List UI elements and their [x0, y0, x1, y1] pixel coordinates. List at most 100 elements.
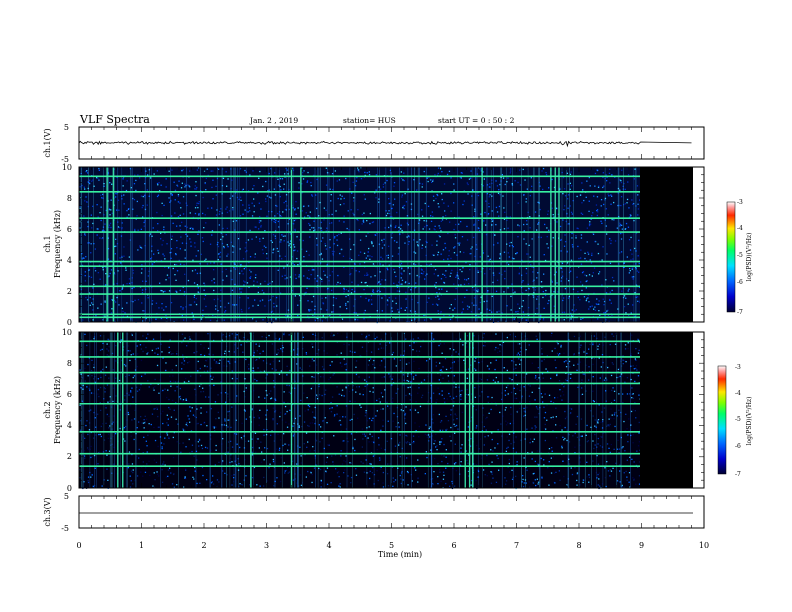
spectrum-speckle — [146, 451, 148, 453]
spectrum-speckle — [564, 288, 567, 290]
spectrum-speckle — [214, 430, 216, 432]
spectrum-speckle — [372, 455, 375, 457]
spectrum-speckle — [174, 199, 176, 201]
spectrum-speckle — [453, 189, 455, 191]
spectrum-speckle — [137, 249, 139, 251]
spectrum-speckle — [505, 320, 507, 323]
spectrum-speckle — [598, 300, 600, 302]
spectrum-speckle — [111, 183, 113, 185]
spectrum-speckle — [605, 366, 608, 368]
spectrum-speckle — [521, 395, 523, 397]
spectrum-speckle — [480, 457, 483, 459]
spectrum-speckle — [540, 281, 543, 283]
spectrum-speckle — [447, 232, 449, 235]
spectrum-speckle — [537, 481, 540, 483]
spectrum-speckle — [364, 174, 366, 177]
spectrum-speckle — [387, 257, 389, 259]
spectrum-speckle — [289, 430, 291, 432]
spectrum-speckle — [519, 184, 522, 186]
spectrum-speckle — [151, 263, 154, 266]
spectrum-speckle — [400, 224, 402, 226]
spectrum-speckle — [165, 476, 167, 478]
spectrum-speckle — [546, 404, 548, 406]
spectrum-speckle — [445, 456, 447, 458]
spectrum-speckle — [256, 281, 258, 283]
spectrum-speckle — [274, 411, 276, 413]
spectrum-speckle — [312, 419, 314, 421]
spectrum-speckle — [628, 288, 630, 290]
spectrum-speckle — [326, 309, 328, 311]
spectrum-speckle — [198, 230, 200, 232]
spectrum-speckle — [499, 257, 501, 259]
spectrum-speckle — [531, 427, 533, 429]
spectrum-speckle — [593, 335, 595, 337]
spectrum-speckle — [560, 267, 562, 269]
spectrum-speckle — [385, 214, 388, 217]
spectrum-speckle — [97, 378, 99, 380]
spectrum-speckle — [415, 430, 417, 432]
spectrum-speckle — [134, 228, 136, 231]
spectrum-speckle — [316, 395, 318, 398]
spectrum-speckle — [101, 237, 103, 240]
spectrum-speckle — [277, 212, 279, 215]
spectrum-speckle — [215, 361, 218, 363]
spectrum-speckle — [620, 251, 623, 253]
spectrum-speckle — [480, 271, 482, 273]
spectrum-speckle — [507, 252, 509, 254]
spectrum-speckle — [157, 194, 160, 196]
spectrum-speckle — [325, 389, 327, 391]
spectrum-speckle — [202, 390, 205, 393]
spectrum-speckle — [185, 446, 187, 448]
spectrum-speckle — [586, 476, 588, 478]
spectrum-speckle — [175, 279, 177, 281]
spectrum-speckle — [624, 228, 626, 230]
spectrum-speckle — [338, 179, 341, 181]
spectrum-speckle — [340, 198, 342, 200]
spectrum-speckle — [611, 174, 613, 176]
spectrum-speckle — [467, 394, 470, 396]
spectrum-speckle — [247, 440, 250, 442]
spectrum-speckle — [446, 428, 448, 430]
spectrum-speckle — [620, 358, 623, 360]
spectrum-speckle — [308, 309, 311, 311]
spectrum-speckle — [395, 225, 397, 227]
spectrum-speckle — [365, 459, 367, 461]
spectrum-speckle — [202, 314, 204, 317]
spectrum-speckle — [256, 438, 258, 440]
spectrum-speckle — [570, 318, 572, 320]
spectrum-speckle — [600, 435, 602, 438]
spectrum-speckle — [526, 338, 528, 340]
spectrum-speckle — [560, 395, 562, 397]
spectrum-speckle — [548, 461, 550, 463]
spectrum-speckle — [195, 188, 197, 190]
spectrum-speckle — [390, 438, 393, 440]
spectrum-speckle — [321, 320, 324, 322]
spectrum-speckle — [393, 412, 395, 415]
spectrum-speckle — [128, 214, 130, 216]
spectrum-speckle — [340, 248, 342, 251]
spectrum-speckle — [397, 284, 399, 287]
spectrum-speckle — [351, 192, 353, 194]
spectrum-speckle — [140, 272, 143, 274]
spectrum-speckle — [254, 256, 256, 258]
spectrum-speckle — [180, 451, 182, 453]
spectrum-speckle — [445, 467, 447, 469]
spectrum-speckle — [638, 421, 640, 424]
spectrum-speckle — [593, 308, 595, 310]
spectrum-speckle — [223, 247, 225, 249]
spectrum-speckle — [351, 281, 353, 283]
spectrum-speckle — [265, 332, 267, 334]
spectrum-speckle — [556, 341, 558, 343]
spectrum-speckle — [136, 215, 138, 217]
spectrum-speckle — [471, 246, 473, 248]
spectrum-speckle — [248, 286, 250, 288]
spectrum-speckle — [586, 424, 588, 427]
spectrum-speckle — [441, 454, 443, 456]
spectrum-speckle — [613, 201, 615, 204]
spectrum-speckle — [88, 357, 90, 359]
spectrum-speckle — [252, 318, 254, 320]
spectrum-speckle — [85, 256, 87, 258]
spectrum-speckle — [571, 213, 573, 215]
spectrum-speckle — [466, 225, 468, 228]
spectrum-speckle — [595, 204, 598, 206]
